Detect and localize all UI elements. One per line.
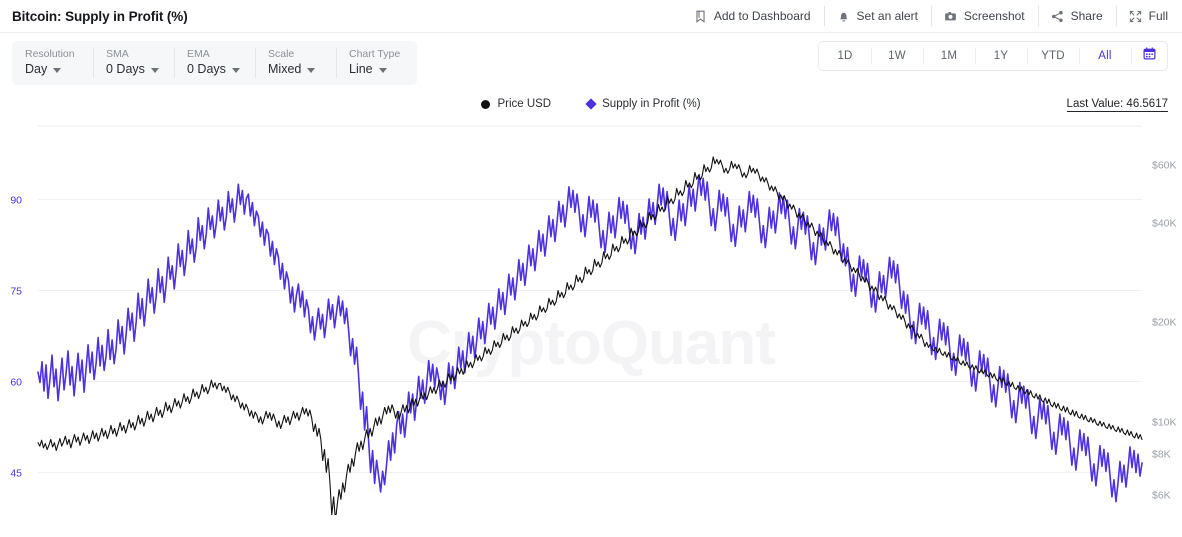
legend-item-price-usd[interactable]: Price USD [481, 98, 551, 110]
page-title: Bitcoin: Supply in Profit (%) [12, 8, 188, 24]
calendar-icon [1143, 47, 1156, 65]
header-actions: Add to Dashboard Set an alert Screenshot… [681, 5, 1168, 27]
control-scale-value-text: Mixed [268, 62, 302, 76]
controls-row: Resolution Day SMA 0 Days EMA 0 Days Sca… [0, 33, 1182, 95]
chevron-down-icon [307, 67, 316, 73]
control-resolution-value: Day [25, 61, 79, 78]
control-sma-label: SMA [106, 48, 129, 60]
svg-text:$40K: $40K [1152, 218, 1177, 230]
add-to-dashboard-label: Add to Dashboard [713, 9, 811, 23]
svg-text:90: 90 [10, 195, 22, 207]
chart-header: Bitcoin: Supply in Profit (%) Add to Das… [0, 0, 1182, 33]
chevron-down-icon [150, 67, 159, 73]
time-range-group: 1D 1W 1M 1Y YTD All [818, 41, 1168, 71]
control-scale-label: Scale [268, 48, 295, 60]
chevron-down-icon [378, 67, 387, 73]
control-resolution[interactable]: Resolution Day [12, 41, 93, 85]
fullscreen-label: Full [1148, 9, 1168, 23]
chart-legend: Price USD Supply in Profit (%) [0, 98, 1182, 110]
svg-text:45: 45 [10, 468, 22, 480]
set-an-alert-label: Set an alert [856, 9, 918, 23]
bookmark-icon [694, 9, 708, 23]
control-sma[interactable]: SMA 0 Days [93, 41, 174, 85]
add-to-dashboard-button[interactable]: Add to Dashboard [681, 7, 824, 25]
legend-label-supply-in-profit: Supply in Profit (%) [602, 98, 701, 110]
control-scale[interactable]: Scale Mixed [255, 41, 336, 85]
range-all[interactable]: All [1079, 42, 1131, 70]
legend-marker-circle-icon [481, 99, 491, 109]
last-value-readout[interactable]: Last Value: 46.5617 [1066, 98, 1168, 112]
control-sma-value-text: 0 Days [106, 62, 145, 76]
svg-text:$20K: $20K [1152, 317, 1177, 329]
legend-row: Price USD Supply in Profit (%) Last Valu… [0, 95, 1182, 123]
svg-text:$8K: $8K [1152, 449, 1171, 461]
share-button[interactable]: Share [1037, 6, 1116, 26]
share-label: Share [1070, 9, 1103, 23]
share-icon [1051, 9, 1065, 23]
calendar-button[interactable] [1131, 42, 1167, 70]
control-chart-type-value: Line [349, 61, 403, 78]
svg-text:60: 60 [10, 377, 22, 389]
range-1m[interactable]: 1M [923, 42, 975, 70]
range-1d[interactable]: 1D [837, 50, 853, 62]
screenshot-button[interactable]: Screenshot [930, 6, 1038, 26]
svg-text:$6K: $6K [1152, 490, 1171, 502]
chevron-down-icon [53, 67, 62, 73]
control-ema-value: 0 Days [187, 61, 241, 78]
camera-icon [944, 9, 958, 23]
range-ytd[interactable]: YTD [1027, 42, 1079, 70]
chart-settings-group: Resolution Day SMA 0 Days EMA 0 Days Sca… [12, 41, 417, 85]
control-scale-value: Mixed [268, 61, 322, 78]
bell-icon [837, 9, 851, 23]
control-ema[interactable]: EMA 0 Days [174, 41, 255, 85]
control-resolution-label: Resolution [25, 48, 75, 60]
control-sma-value: 0 Days [106, 61, 160, 78]
svg-text:$60K: $60K [1152, 160, 1177, 172]
control-resolution-value-text: Day [25, 62, 48, 76]
legend-marker-diamond-icon [585, 98, 597, 110]
control-chart-type[interactable]: Chart Type Line [336, 41, 417, 85]
set-an-alert-button[interactable]: Set an alert [823, 6, 931, 26]
range-1w[interactable]: 1W [871, 42, 923, 70]
chart-plot[interactable]: 90 75 60 45 $60K $40K $20K $10K $8K $6K [0, 123, 1182, 515]
fullscreen-button[interactable]: Full [1115, 6, 1168, 26]
control-ema-label: EMA [187, 48, 210, 60]
svg-text:$10K: $10K [1152, 417, 1177, 429]
fullscreen-icon [1129, 9, 1143, 23]
chart-area[interactable]: CryptoQuant 90 75 60 45 $60K $40K $20K $10K $8K $… [0, 123, 1182, 515]
control-chart-type-value-text: Line [349, 62, 373, 76]
chevron-down-icon [231, 67, 240, 73]
legend-label-price-usd: Price USD [497, 98, 552, 110]
screenshot-label: Screenshot [963, 9, 1025, 23]
control-ema-value-text: 0 Days [187, 62, 226, 76]
range-1y[interactable]: 1Y [975, 42, 1027, 70]
legend-item-supply-in-profit[interactable]: Supply in Profit (%) [585, 98, 701, 110]
svg-text:75: 75 [10, 286, 22, 298]
control-chart-type-label: Chart Type [349, 48, 401, 60]
